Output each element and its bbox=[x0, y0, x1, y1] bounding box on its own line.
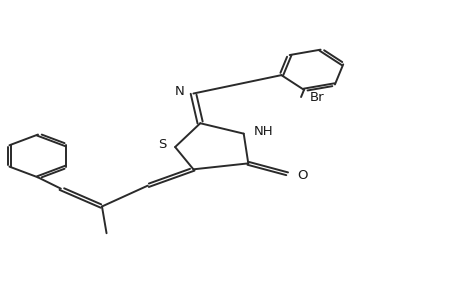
Text: S: S bbox=[158, 138, 167, 151]
Text: Br: Br bbox=[308, 91, 323, 103]
Text: NH: NH bbox=[253, 125, 273, 138]
Text: N: N bbox=[174, 85, 184, 98]
Text: O: O bbox=[297, 169, 307, 182]
